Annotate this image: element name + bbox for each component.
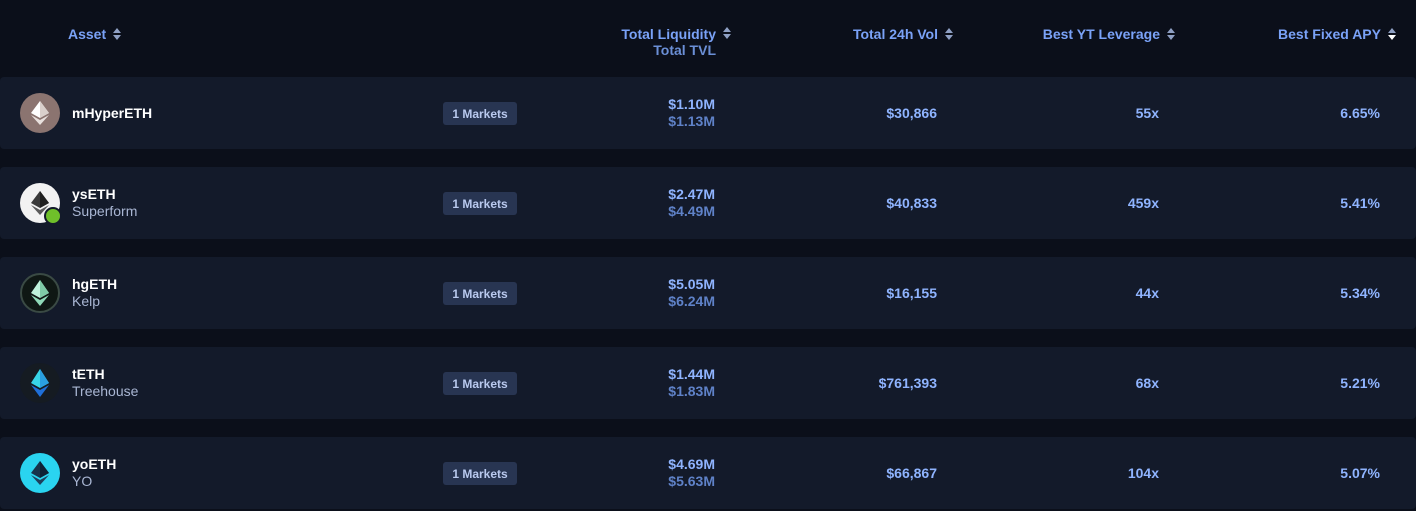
- asset-name-block: mHyperETH: [72, 77, 152, 149]
- best-yt-leverage-value: 55x: [1135, 105, 1159, 121]
- best-yt-leverage-value: 44x: [1135, 285, 1159, 301]
- liquidity-cell: $1.44M $1.83M: [668, 347, 715, 419]
- markets-badge[interactable]: 1 Markets: [443, 192, 517, 215]
- header-asset-label: Asset: [68, 26, 107, 42]
- total-tvl-value: $1.83M: [668, 383, 715, 399]
- markets-badge[interactable]: 1 Markets: [443, 282, 517, 305]
- eth-diamond-icon: [31, 369, 49, 397]
- total-liquidity-value: $1.10M: [668, 96, 715, 112]
- asset-name-block: ysETH Superform: [72, 167, 137, 239]
- sort-icon[interactable]: [945, 28, 953, 40]
- best-fixed-apy-value: 5.41%: [1340, 195, 1380, 211]
- liquidity-cell: $5.05M $6.24M: [668, 257, 715, 329]
- table-row[interactable]: ysETH Superform 1 Markets $2.47M $4.49M …: [0, 167, 1416, 239]
- asset-name-block: hgETH Kelp: [72, 257, 117, 329]
- total-liquidity-value: $5.05M: [668, 276, 715, 292]
- table-row[interactable]: mHyperETH 1 Markets $1.10M $1.13M $30,86…: [0, 77, 1416, 149]
- total-tvl-value: $4.49M: [668, 203, 715, 219]
- header-total-24h-vol[interactable]: Total 24h Vol: [853, 26, 953, 42]
- markets-badge[interactable]: 1 Markets: [443, 102, 517, 125]
- sort-icon[interactable]: [1167, 28, 1175, 40]
- total-24h-vol-value: $30,866: [886, 105, 937, 121]
- asset-logo: [20, 453, 60, 493]
- sort-icon[interactable]: [113, 28, 122, 40]
- total-tvl-value: $6.24M: [668, 293, 715, 309]
- total-tvl-value: $1.13M: [668, 113, 715, 129]
- best-yt-leverage-value: 104x: [1127, 465, 1159, 481]
- best-yt-leverage-value: 68x: [1135, 375, 1159, 391]
- asset-name-block: yoETH YO: [72, 437, 116, 509]
- asset-name: ysETH: [72, 186, 116, 202]
- table-row[interactable]: tETH Treehouse 1 Markets $1.44M $1.83M $…: [0, 347, 1416, 419]
- table-row[interactable]: hgETH Kelp 1 Markets $5.05M $6.24M $16,1…: [0, 257, 1416, 329]
- asset-name: tETH: [72, 366, 105, 382]
- header-best-yt-leverage[interactable]: Best YT Leverage: [1043, 26, 1175, 42]
- sort-icon[interactable]: [1388, 28, 1396, 40]
- markets-badge[interactable]: 1 Markets: [443, 372, 517, 395]
- asset-name: hgETH: [72, 276, 118, 292]
- asset-protocol: Superform: [72, 203, 138, 219]
- best-fixed-apy-value: 6.65%: [1340, 105, 1380, 121]
- best-yt-leverage-value: 459x: [1127, 195, 1159, 211]
- asset-name: yoETH: [72, 456, 117, 472]
- header-total-liquidity-label: Total Liquidity: [621, 26, 716, 42]
- eth-diamond-icon: [31, 101, 49, 125]
- total-24h-vol-value: $40,833: [886, 195, 937, 211]
- asset-protocol: Kelp: [72, 293, 101, 309]
- header-asset[interactable]: Asset: [68, 26, 122, 42]
- total-tvl-value: $5.63M: [668, 473, 715, 489]
- liquidity-cell: $4.69M $5.63M: [668, 437, 715, 509]
- total-liquidity-value: $2.47M: [668, 186, 715, 202]
- markets-badge[interactable]: 1 Markets: [443, 462, 517, 485]
- asset-logo: [20, 93, 60, 133]
- header-total-tvl-label: Total TVL: [653, 42, 716, 58]
- table-header: Asset Total Liquidity Total TVL Total 24…: [0, 0, 1416, 70]
- asset-name: mHyperETH: [72, 104, 153, 121]
- header-total-24h-vol-label: Total 24h Vol: [852, 26, 938, 42]
- asset-protocol: Treehouse: [72, 383, 139, 399]
- header-best-yt-leverage-label: Best YT Leverage: [1042, 26, 1160, 42]
- eth-diamond-icon: [31, 280, 49, 306]
- asset-protocol: YO: [72, 473, 93, 489]
- total-liquidity-value: $1.44M: [668, 366, 715, 382]
- table-row[interactable]: yoETH YO 1 Markets $4.69M $5.63M $66,867…: [0, 437, 1416, 509]
- total-liquidity-value: $4.69M: [668, 456, 715, 472]
- liquidity-cell: $1.10M $1.13M: [668, 77, 715, 149]
- sort-icon[interactable]: [723, 27, 731, 39]
- asset-logo: [20, 363, 60, 403]
- total-24h-vol-value: $761,393: [878, 375, 937, 391]
- asset-logo: [20, 273, 60, 313]
- asset-name-block: tETH Treehouse: [72, 347, 138, 419]
- best-fixed-apy-value: 5.21%: [1340, 375, 1380, 391]
- eth-diamond-icon: [31, 461, 49, 485]
- total-24h-vol-value: $66,867: [886, 465, 937, 481]
- eth-diamond-icon: [31, 191, 49, 215]
- header-best-fixed-apy-label: Best Fixed APY: [1278, 26, 1381, 42]
- superform-badge-icon: [44, 207, 62, 225]
- asset-logo: [20, 183, 62, 225]
- best-fixed-apy-value: 5.07%: [1340, 465, 1380, 481]
- header-best-fixed-apy[interactable]: Best Fixed APY: [1278, 26, 1396, 42]
- header-total-liquidity[interactable]: Total Liquidity Total TVL: [621, 26, 731, 58]
- total-24h-vol-value: $16,155: [886, 285, 937, 301]
- liquidity-cell: $2.47M $4.49M: [668, 167, 715, 239]
- best-fixed-apy-value: 5.34%: [1340, 285, 1380, 301]
